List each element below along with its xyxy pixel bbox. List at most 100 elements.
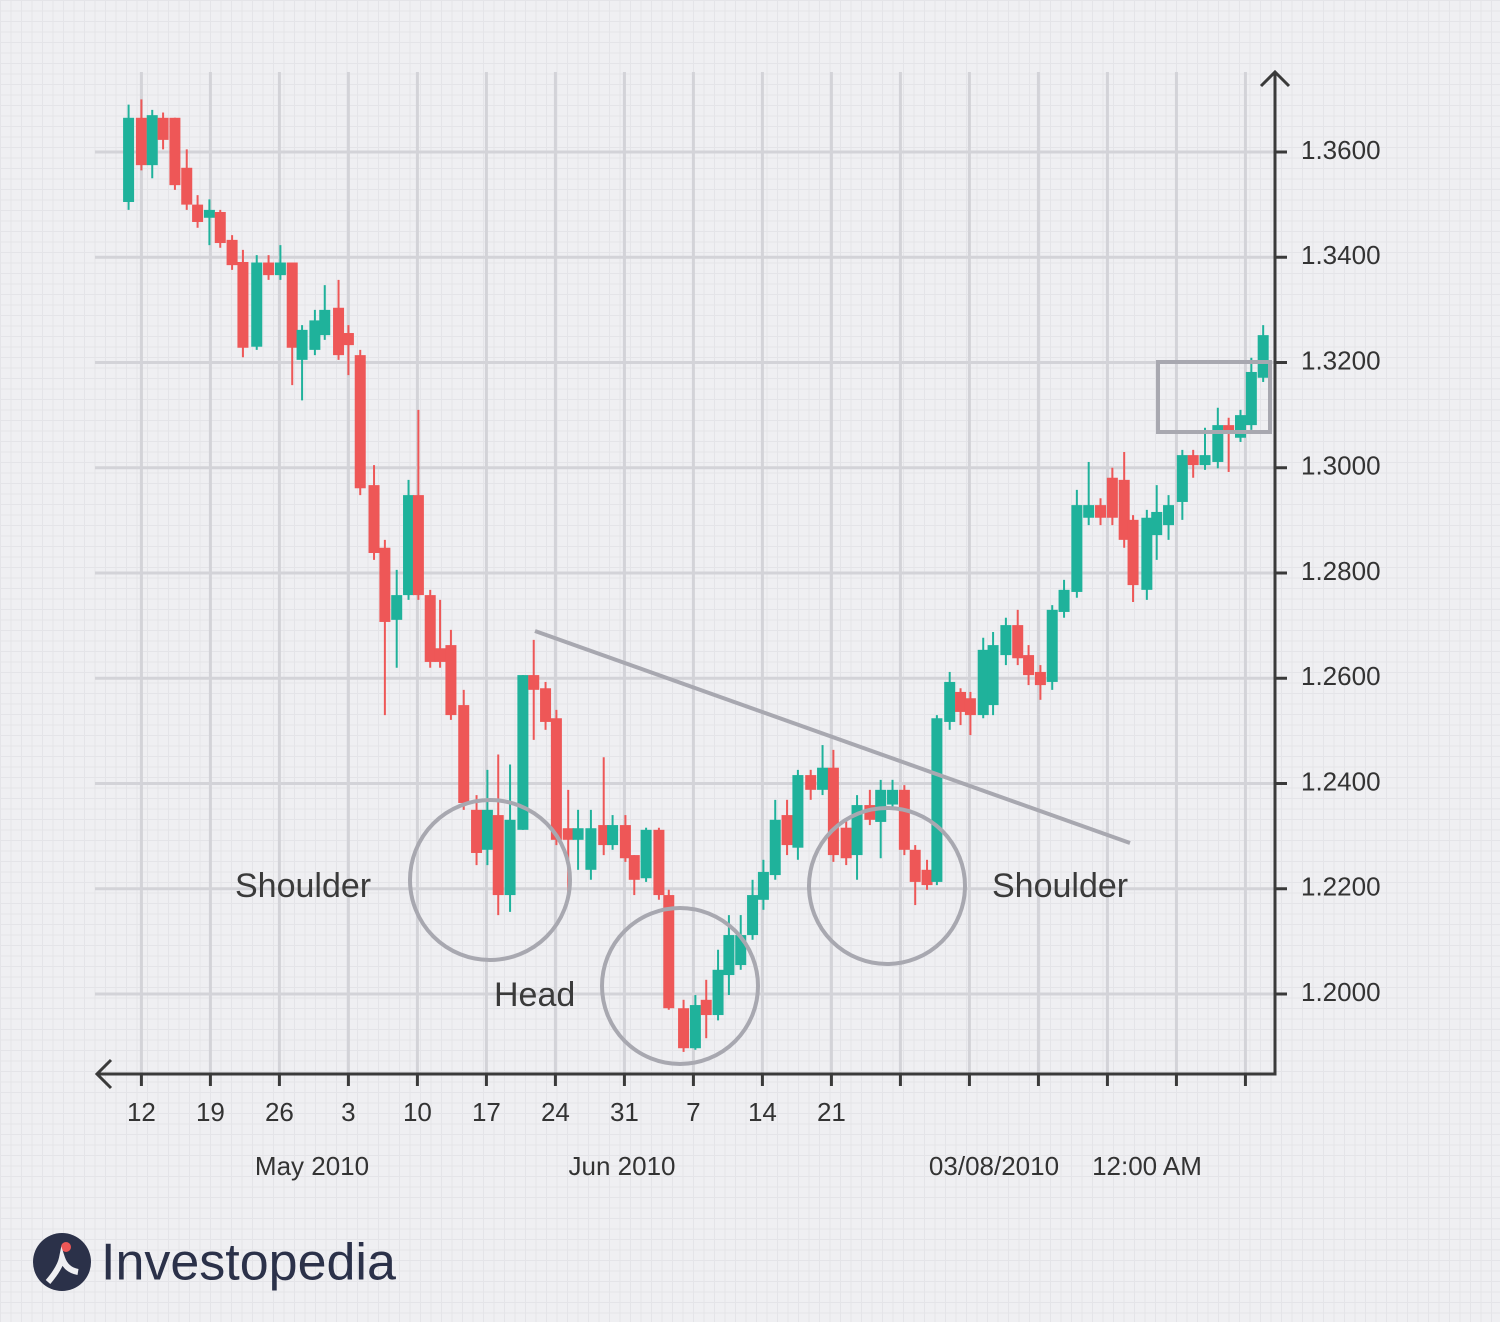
candle-body <box>1176 455 1188 502</box>
candle-body <box>757 871 769 900</box>
candle-body <box>481 809 493 850</box>
annotation: Shoulder <box>235 867 371 905</box>
candle-body <box>391 595 403 620</box>
candle-body <box>817 767 829 790</box>
candle-body <box>354 355 366 489</box>
x-tick-label: 31 <box>610 1097 639 1127</box>
candle-body <box>769 819 781 876</box>
candle-body <box>1212 425 1224 462</box>
candle-body <box>181 167 193 205</box>
candle-body <box>368 485 380 554</box>
shoulder-circle <box>408 798 572 962</box>
candle-body <box>689 1005 701 1049</box>
candle-body <box>640 829 652 879</box>
candle-body <box>619 825 631 859</box>
candle-body <box>458 705 470 803</box>
x-tick-label: 7 <box>686 1097 700 1127</box>
candle-body <box>424 595 436 662</box>
y-tick-label: 1.3400 <box>1301 240 1381 270</box>
candle-body <box>585 828 597 870</box>
candle-body <box>342 333 354 346</box>
candle-body <box>214 211 226 244</box>
candle-body <box>319 309 331 336</box>
candle-body <box>598 825 610 846</box>
candle-body <box>471 809 483 853</box>
candle-body <box>333 307 345 356</box>
candle-body <box>1234 415 1246 438</box>
candle-body <box>607 825 619 846</box>
candle-body <box>1163 505 1175 526</box>
candle-body <box>1023 655 1035 676</box>
candle-body <box>944 681 956 722</box>
candle-body <box>192 204 204 222</box>
candle-body <box>987 645 999 706</box>
candle-body <box>1141 517 1153 590</box>
candle-body <box>955 691 967 712</box>
candle-body <box>1012 625 1024 659</box>
x-tick-label: 21 <box>817 1097 846 1127</box>
grid <box>95 72 1275 1074</box>
candle-body <box>663 895 675 1009</box>
x-tick-label: 24 <box>541 1097 570 1127</box>
candle-body <box>964 698 976 716</box>
candle-body <box>157 117 169 140</box>
candle-body <box>123 117 135 202</box>
candle-body <box>781 815 793 846</box>
candle-body <box>445 645 457 716</box>
candle-body <box>203 209 215 218</box>
candle-body <box>263 262 275 276</box>
candle-body <box>792 775 804 848</box>
candle-body <box>653 829 665 896</box>
candle-body <box>1187 455 1199 466</box>
y-tick-label: 1.3200 <box>1301 345 1381 375</box>
candle-body <box>827 767 839 856</box>
candle-body <box>1257 335 1269 378</box>
candle-body <box>286 262 298 348</box>
x-period-label: May 2010 <box>255 1151 369 1181</box>
candle-body <box>146 115 158 166</box>
candle-body <box>517 675 529 830</box>
candle-body <box>237 261 249 348</box>
candle-body <box>1223 425 1235 432</box>
y-tick-label: 1.2600 <box>1301 661 1381 691</box>
candle-body <box>562 828 574 840</box>
candle-body <box>412 495 424 596</box>
candle-body <box>572 828 584 840</box>
neckline <box>534 629 1131 845</box>
candle-body <box>840 827 852 859</box>
candle-body <box>864 805 876 820</box>
y-tick-label: 1.2200 <box>1301 872 1381 902</box>
annotation: Shoulder <box>992 867 1128 905</box>
x-tick-label: 10 <box>403 1097 432 1127</box>
y-tick-label: 1.2400 <box>1301 766 1381 796</box>
candle-body <box>1071 505 1083 592</box>
candle-body <box>528 675 540 690</box>
x-period-label: Jun 2010 <box>569 1151 676 1181</box>
x-tick-label: 3 <box>341 1097 355 1127</box>
candle-body <box>309 320 321 350</box>
candle-body <box>550 718 562 840</box>
x-tick-label: 19 <box>196 1097 225 1127</box>
candle-body <box>921 869 933 886</box>
x-tick-label: 26 <box>265 1097 294 1127</box>
candle-body <box>909 849 921 882</box>
candle-body <box>851 805 863 856</box>
candle-body <box>700 999 712 1016</box>
candle-body <box>875 789 887 822</box>
candle-body <box>434 648 446 662</box>
x-tick-label: 14 <box>748 1097 777 1127</box>
candle-body <box>628 855 640 880</box>
candle-body <box>805 775 817 790</box>
candle-body <box>1095 505 1107 518</box>
y-tick-label: 1.3600 <box>1301 135 1381 165</box>
annotation: Head <box>494 976 575 1014</box>
candle-body <box>135 117 147 166</box>
candle-body <box>492 815 504 896</box>
candle-body <box>169 117 181 186</box>
candle-body <box>296 329 308 360</box>
candle-body <box>504 819 516 896</box>
candle-body <box>931 718 943 882</box>
candle-body <box>540 688 552 722</box>
candle-body <box>403 495 415 596</box>
